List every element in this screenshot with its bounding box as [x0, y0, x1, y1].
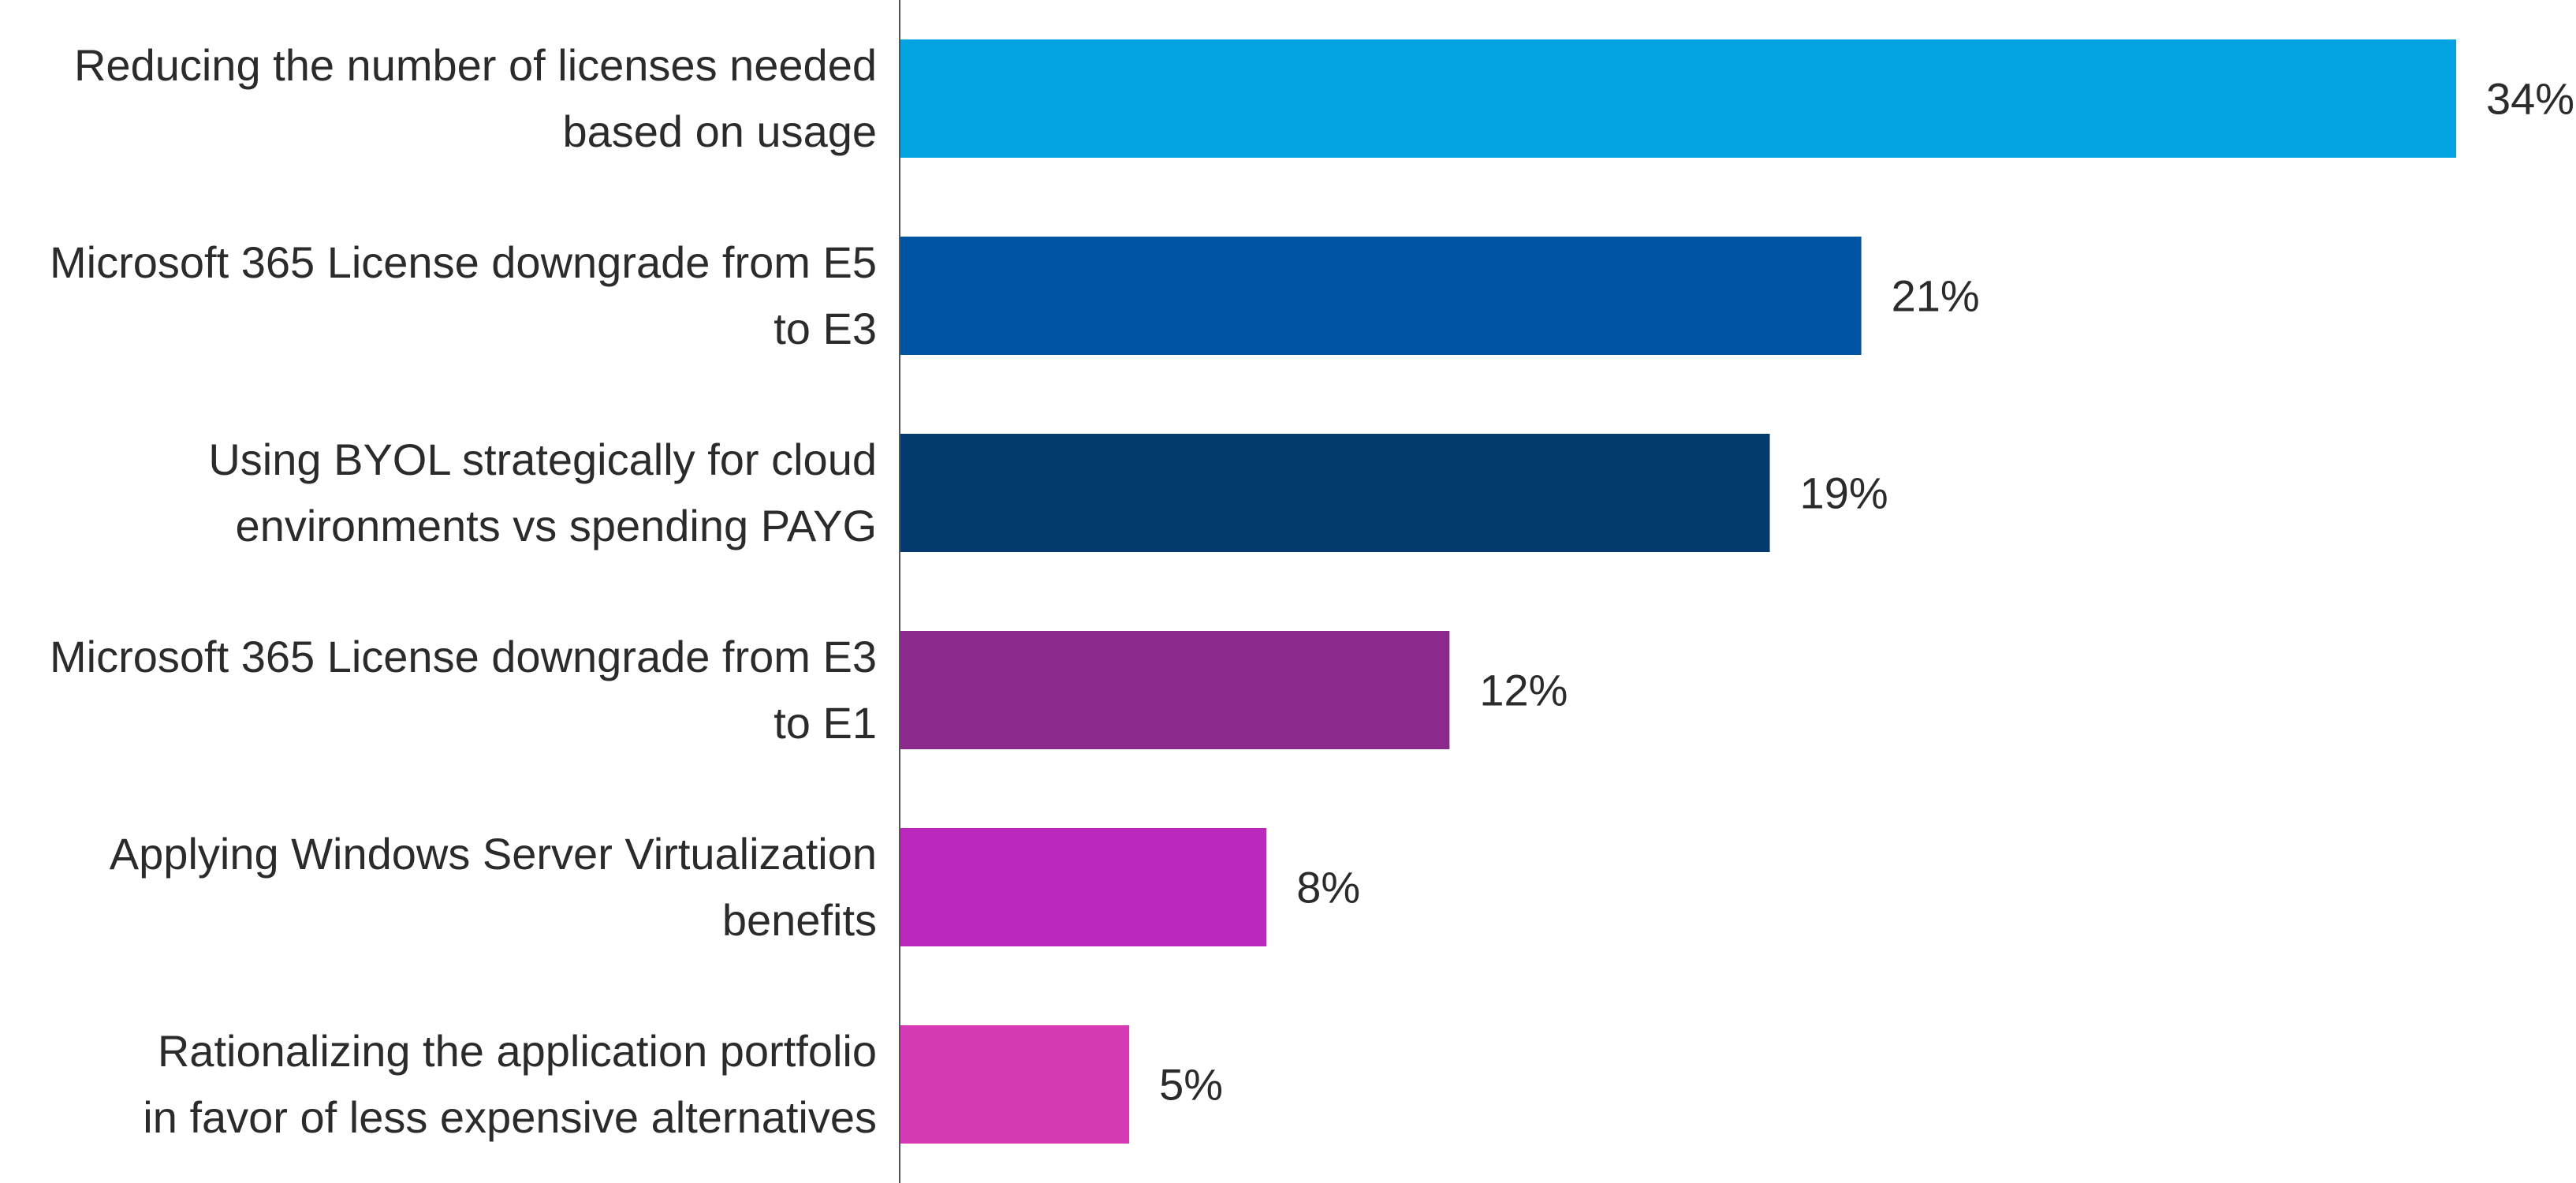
category-label-line: Using BYOL strategically for cloud	[208, 435, 877, 484]
bar-2	[900, 237, 1862, 355]
category-label-6: Rationalizing the application portfolio i…	[0, 1018, 877, 1151]
bar-6	[900, 1025, 1130, 1144]
bar-3	[900, 434, 1770, 552]
category-label-line: Microsoft 365 License downgrade from E3	[50, 632, 877, 681]
data-label-2: 21%	[1892, 271, 1980, 321]
category-label-line: Microsoft 365 License downgrade from E5	[50, 237, 877, 287]
category-label-2: Microsoft 365 License downgrade from E5 t…	[0, 230, 877, 362]
data-label-1: 34%	[2486, 74, 2574, 124]
category-label-line: Reducing the number of licenses needed	[73, 40, 877, 90]
category-label-line: Rationalizing the application portfolio	[157, 1026, 877, 1076]
category-label-5: Applying Windows Server Virtualization be…	[0, 821, 877, 953]
category-label-line: to E3	[774, 304, 877, 353]
bar-4	[900, 631, 1450, 749]
bar-5	[900, 828, 1267, 946]
category-label-line: Applying Windows Server Virtualization	[109, 829, 877, 879]
data-label-5: 8%	[1296, 863, 1360, 912]
category-label-1: Reducing the number of licenses needed ba…	[0, 32, 877, 165]
data-label-4: 12%	[1479, 666, 1568, 715]
category-label-line: benefits	[721, 895, 877, 945]
data-label-6: 5%	[1159, 1060, 1223, 1110]
category-label-line: based on usage	[562, 106, 877, 156]
category-label-4: Microsoft 365 License downgrade from E3 t…	[0, 624, 877, 756]
bar-1	[900, 39, 2456, 158]
data-label-3: 19%	[1800, 468, 1888, 518]
category-label-line: in favor of less expensive alternatives	[143, 1092, 877, 1142]
category-label-3: Using BYOL strategically for cloud enviro…	[0, 427, 877, 559]
category-label-line: environments vs spending PAYG	[235, 501, 877, 550]
category-label-line: to E1	[774, 698, 877, 748]
